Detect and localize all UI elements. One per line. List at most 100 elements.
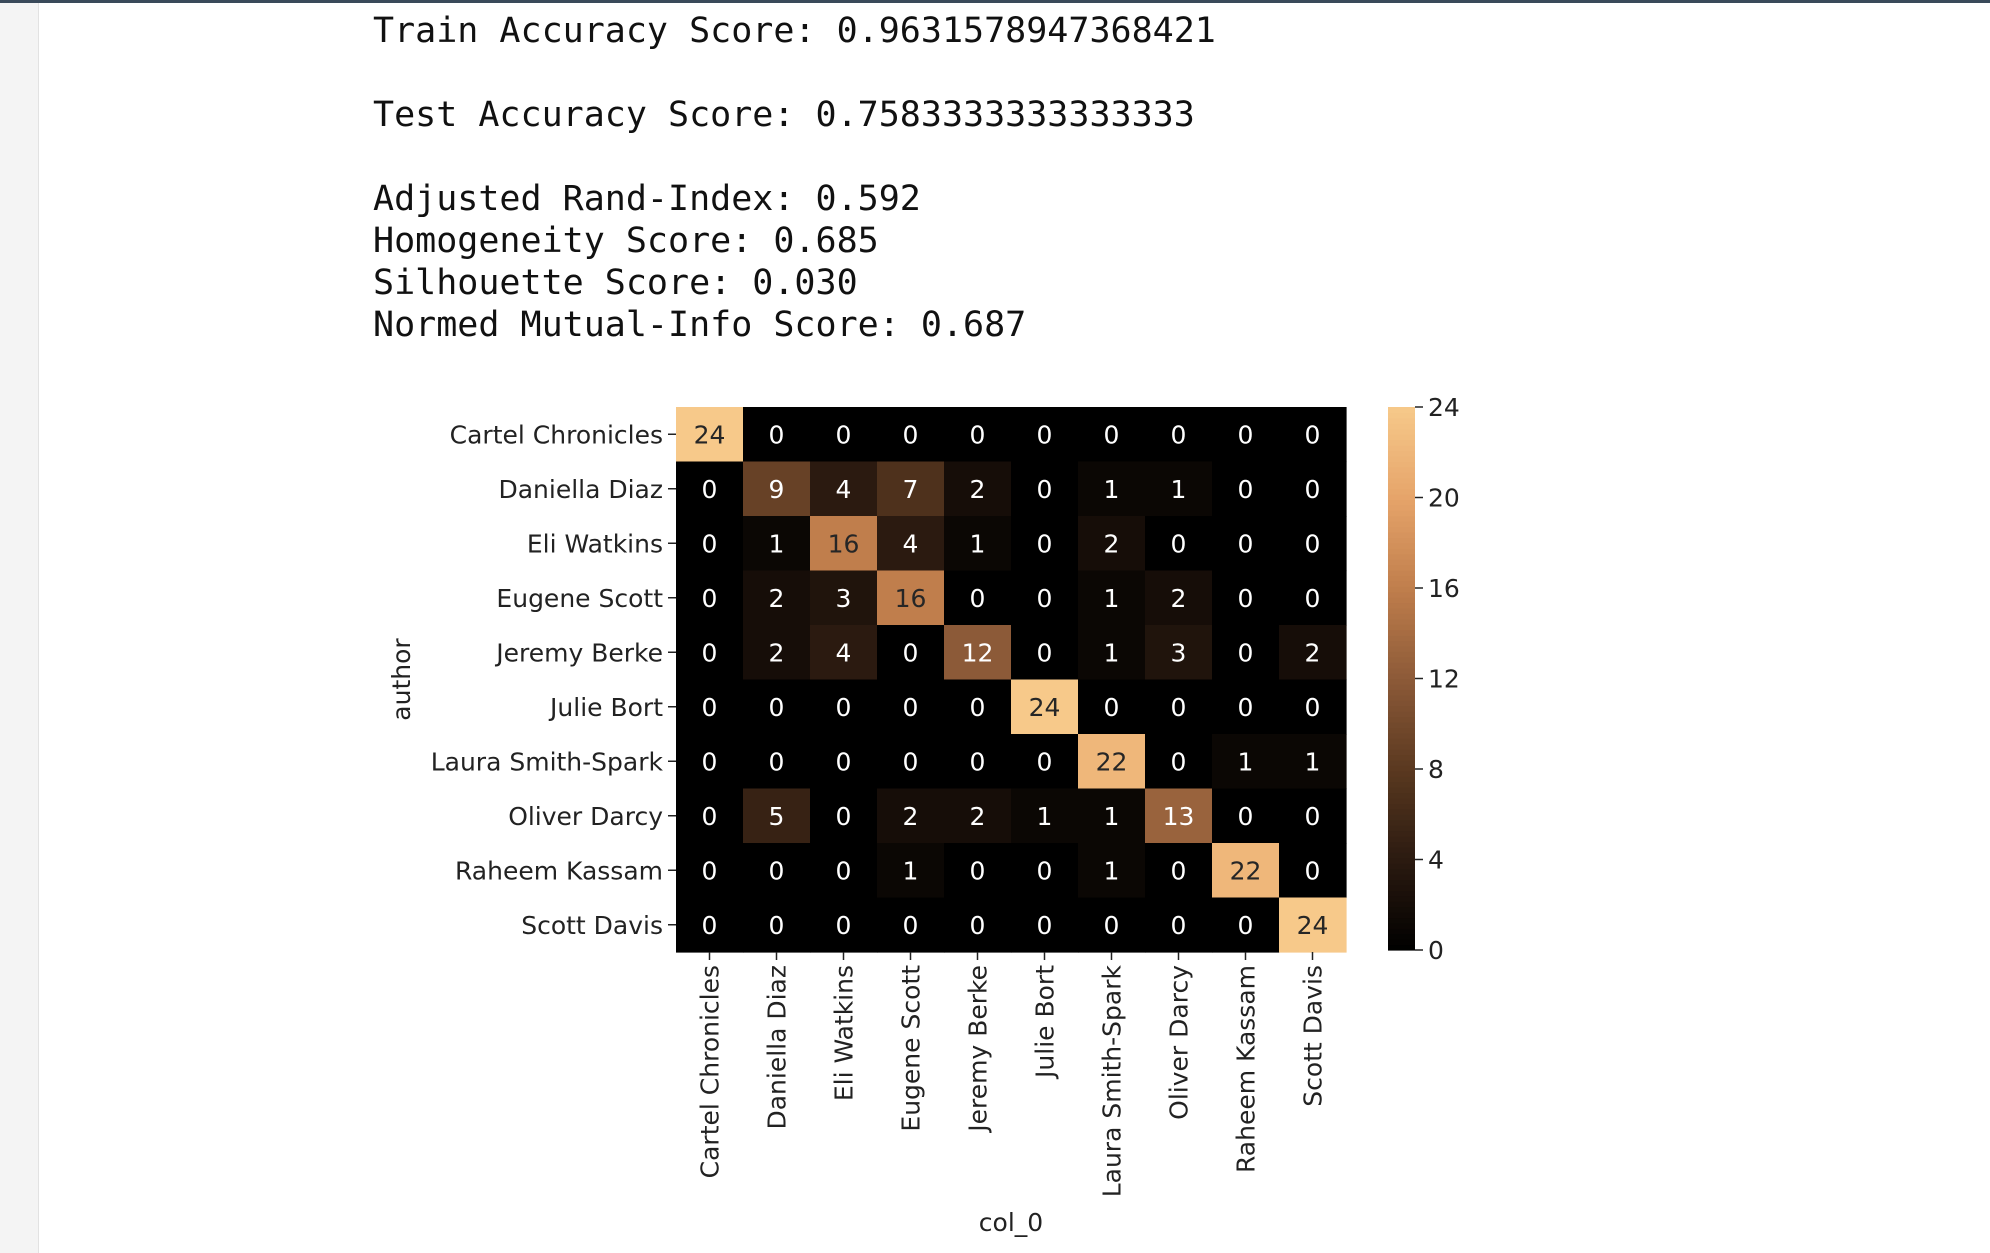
heatmap-cell (1279, 897, 1347, 953)
cell-value-label: 0 (769, 747, 785, 776)
cell-value-label: 0 (702, 693, 718, 722)
heatmap-cell (1212, 461, 1280, 517)
heatmap-cell (743, 570, 811, 626)
cell-value-label: 16 (828, 529, 860, 558)
cell-value-label: 0 (903, 911, 919, 940)
y-tick-label: Laura Smith-Spark (431, 747, 664, 776)
heatmap-cell (743, 625, 811, 681)
y-tick-label: Oliver Darcy (508, 802, 663, 831)
heatmap-cell (676, 461, 744, 517)
cell-value-label: 1 (970, 529, 986, 558)
colorbar-segment (1388, 863, 1415, 870)
colorbar-segment (1388, 515, 1415, 522)
colorbar-segment (1388, 792, 1415, 799)
heatmap-cell (743, 897, 811, 953)
cell-value-label: 0 (702, 529, 718, 558)
heatmap-cell (877, 788, 945, 844)
x-tick-label: Raheem Kassam (1232, 965, 1261, 1173)
cell-value-label: 0 (836, 420, 852, 449)
colorbar-segment (1388, 857, 1415, 864)
cell-value-label: 0 (1238, 529, 1254, 558)
heatmap-cell (743, 516, 811, 572)
colorbar-segment (1388, 868, 1415, 875)
heatmap-cell (1212, 516, 1280, 572)
cell-output-text: Train Accuracy Score: 0.9631578947368421… (373, 10, 1216, 346)
cell-value-label: 4 (836, 475, 852, 504)
heatmap-cell (944, 679, 1012, 735)
cell-value-label: 0 (769, 693, 785, 722)
cell-value-label: 0 (702, 911, 718, 940)
cell-value-label: 2 (970, 802, 986, 831)
heatmap-cell (810, 407, 878, 463)
colorbar-segment (1388, 407, 1415, 414)
cell-value-label: 24 (1029, 693, 1061, 722)
colorbar-segment (1388, 759, 1415, 766)
colorbar-segment (1388, 662, 1415, 669)
heatmap-cell (1212, 843, 1280, 899)
heatmap-cell (810, 625, 878, 681)
colorbar-segment (1388, 906, 1415, 913)
heatmap-cell (810, 570, 878, 626)
cell-value-label: 3 (1171, 638, 1187, 667)
colorbar-segment (1388, 852, 1415, 859)
heatmap-cell (1078, 679, 1146, 735)
cell-value-label: 0 (1305, 693, 1321, 722)
cell-value-label: 0 (836, 802, 852, 831)
cell-value-label: 1 (1104, 584, 1120, 613)
colorbar-segment (1388, 901, 1415, 908)
heatmap-cell (1212, 407, 1280, 463)
colorbar-segment (1388, 673, 1415, 680)
cell-value-label: 0 (1171, 747, 1187, 776)
cell-value-label: 0 (702, 747, 718, 776)
colorbar-segment (1388, 797, 1415, 804)
heatmap-cell (743, 407, 811, 463)
heatmap-cell (1279, 461, 1347, 517)
heatmap-cell (743, 679, 811, 735)
normed-mutual-info-line: Normed Mutual-Info Score: 0.687 (373, 305, 1027, 345)
colorbar-tick-label: 12 (1428, 665, 1460, 694)
cell-value-label: 0 (836, 911, 852, 940)
heatmap-cell (1011, 516, 1079, 572)
colorbar-segment (1388, 928, 1415, 935)
heatmap-cell (810, 679, 878, 735)
heatmap-cell (1212, 625, 1280, 681)
colorbar-segment (1388, 434, 1415, 441)
cell-value-label: 0 (903, 420, 919, 449)
test-accuracy-line: Test Accuracy Score: 0.7583333333333333 (373, 95, 1195, 135)
heatmap-cell (1145, 679, 1213, 735)
colorbar-segment (1388, 689, 1415, 696)
cell-value-label: 0 (702, 856, 718, 885)
window-top-border (0, 0, 1990, 3)
x-tick-label: Daniella Diaz (763, 965, 792, 1130)
cell-value-label: 0 (702, 584, 718, 613)
colorbar-segment (1388, 808, 1415, 815)
cell-value-label: 0 (1238, 802, 1254, 831)
cell-value-label: 0 (1104, 911, 1120, 940)
cell-value-label: 0 (836, 693, 852, 722)
x-tick-label: Jeremy Berke (964, 965, 993, 1134)
cell-value-label: 0 (970, 584, 986, 613)
colorbar-tick-label: 0 (1428, 936, 1444, 965)
cell-value-label: 0 (1037, 638, 1053, 667)
heatmap-cell (944, 625, 1012, 681)
heatmap-cell (1078, 516, 1146, 572)
cell-value-label: 0 (970, 747, 986, 776)
x-axis-label: col_0 (979, 1208, 1043, 1237)
cell-value-label: 0 (1171, 693, 1187, 722)
heatmap-cell (877, 516, 945, 572)
colorbar-segment (1388, 721, 1415, 728)
colorbar-segment (1388, 548, 1415, 555)
homogeneity-score-line: Homogeneity Score: 0.685 (373, 221, 879, 261)
heatmap-cell (1279, 734, 1347, 790)
colorbar-segment (1388, 825, 1415, 832)
cell-value-label: 0 (1238, 693, 1254, 722)
cell-value-label: 2 (1305, 638, 1321, 667)
cell-value-label: 0 (702, 475, 718, 504)
heatmap-cell (810, 788, 878, 844)
heatmap-cell (1279, 516, 1347, 572)
colorbar-segment (1388, 835, 1415, 842)
heatmap-cell (676, 625, 744, 681)
cell-value-label: 7 (903, 475, 919, 504)
cell-value-label: 1 (1104, 802, 1120, 831)
